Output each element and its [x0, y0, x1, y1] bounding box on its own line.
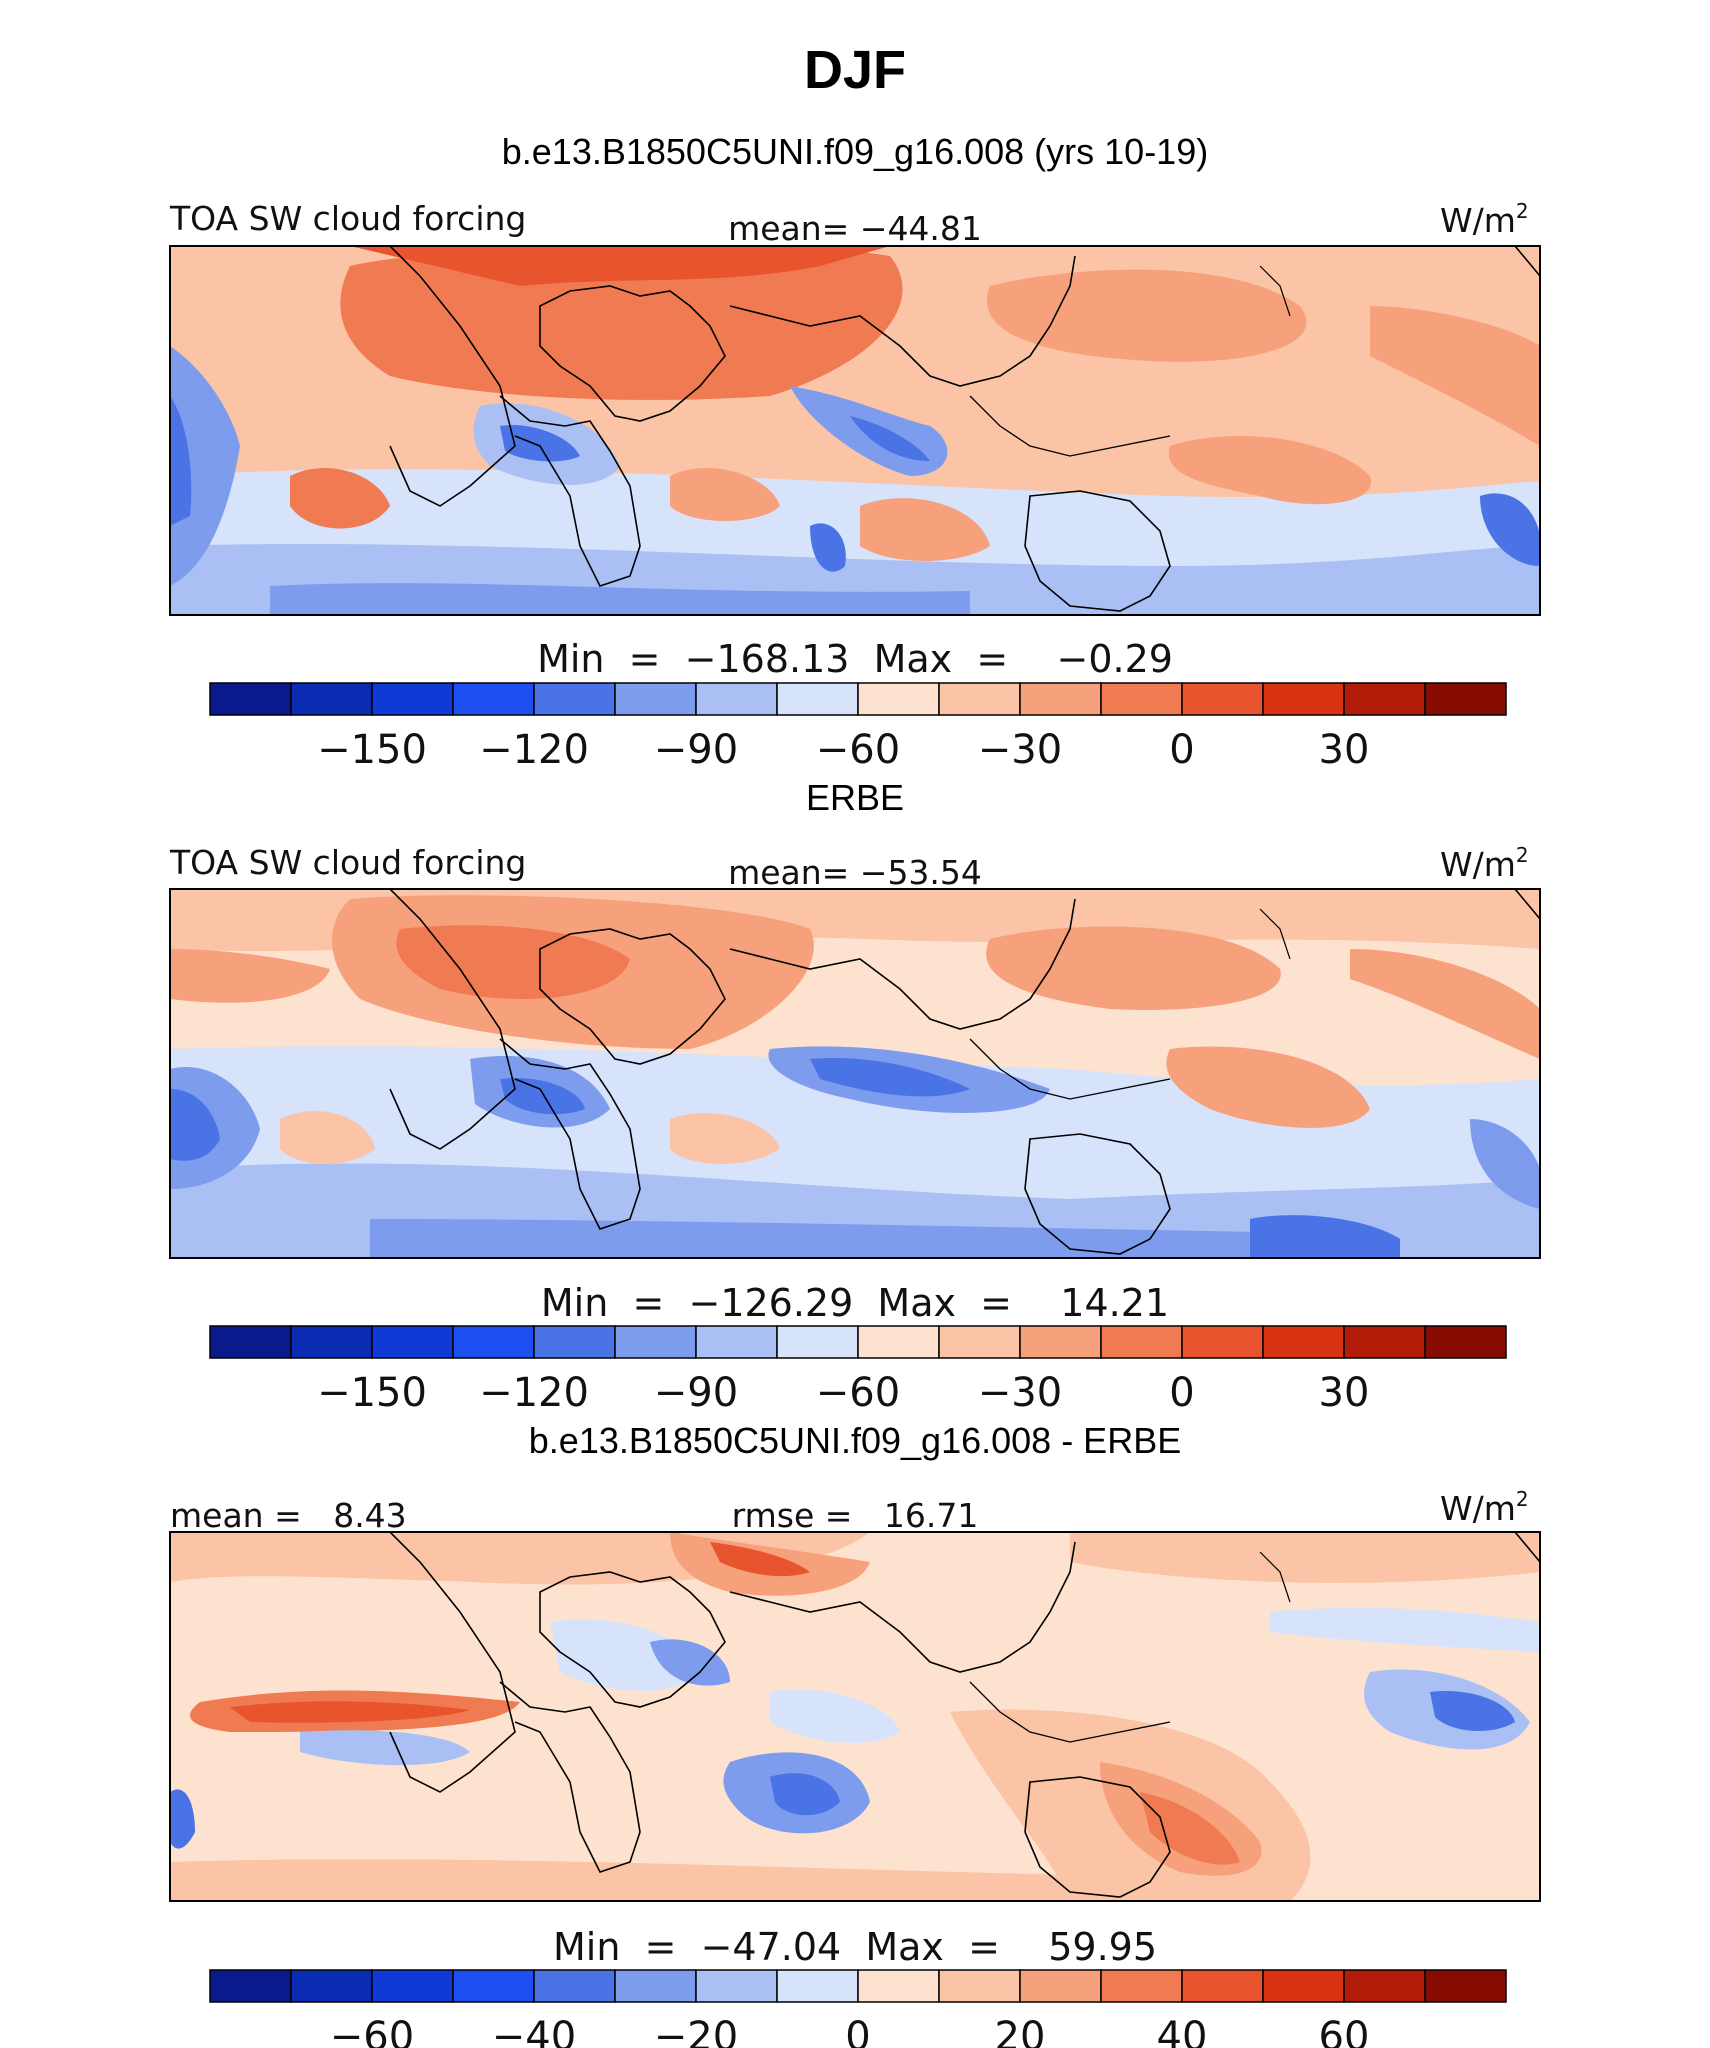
colorbar-tick-label: −120	[479, 1370, 589, 1416]
min-max-label: Min = −126.29 Max = 14.21	[541, 1281, 1169, 1325]
colorbar-tick-label: 30	[1319, 727, 1370, 773]
colorbar-box	[695, 1969, 778, 2003]
colorbar-box	[1343, 682, 1426, 716]
colorbar-box	[1019, 682, 1102, 716]
colorbar-box	[1019, 1969, 1102, 2003]
units-label: W/m2	[1440, 199, 1529, 240]
colorbar-tick-label: −120	[479, 727, 589, 773]
colorbar-box	[776, 1969, 859, 2003]
map-field	[170, 246, 1540, 615]
colorbar-tick-label: 0	[1169, 727, 1194, 773]
colorbar-tick-label: −30	[978, 727, 1062, 773]
colorbar-box	[1424, 682, 1507, 716]
colorbar-box	[452, 1969, 535, 2003]
colorbar-box	[209, 682, 292, 716]
colorbar-box	[776, 1325, 859, 1359]
colorbar-box	[1262, 682, 1345, 716]
rmse-label: rmse = 16.71	[732, 1496, 979, 1535]
colorbar-box	[533, 682, 616, 716]
variable-label: TOA SW cloud forcing	[169, 199, 526, 238]
colorbar-box	[1181, 1325, 1264, 1359]
panel-model: b.e13.B1850C5UNI.f09_g16.008 (yrs 10-19)…	[169, 131, 1541, 773]
colorbar-box	[1181, 1969, 1264, 2003]
colorbar: −150 −120 −90 −60 −30 0 30	[209, 1325, 1507, 1416]
colorbar-tick-label: −60	[816, 727, 900, 773]
colorbar-tick-label: −90	[654, 1370, 738, 1416]
min-max-label: Min = −47.04 Max = 59.95	[553, 1925, 1157, 1969]
map-field	[170, 889, 1540, 1258]
panel-title: b.e13.B1850C5UNI.f09_g16.008 - ERBE	[529, 1420, 1181, 1461]
colorbar-tick-label: −60	[330, 2014, 414, 2048]
colorbar-box	[938, 1969, 1021, 2003]
map-frame	[169, 1531, 1541, 1902]
colorbar-box	[857, 682, 940, 716]
mean-label: mean= −44.81	[728, 209, 982, 248]
units-label: W/m2	[1440, 843, 1529, 884]
colorbar-box	[614, 1969, 697, 2003]
colorbar-tick-label: −20	[654, 2014, 738, 2048]
panel-observation: ERBE TOA SW cloud forcing mean= −53.54 W…	[169, 777, 1541, 1416]
season-title: DJF	[804, 40, 906, 100]
map-frame	[169, 888, 1541, 1259]
colorbar-box	[1181, 682, 1264, 716]
colorbar-box	[533, 1969, 616, 2003]
colorbar-box	[614, 1325, 697, 1359]
map-field	[170, 1532, 1540, 1901]
colorbar-box	[1424, 1969, 1507, 2003]
colorbar-tick-label: −150	[317, 727, 427, 773]
colorbar-box	[857, 1325, 940, 1359]
colorbar-box	[857, 1969, 940, 2003]
colorbar-box	[695, 682, 778, 716]
colorbar-box	[452, 682, 535, 716]
colorbar-tick-label: −30	[978, 1370, 1062, 1416]
colorbar-box	[1424, 1325, 1507, 1359]
colorbar-box	[614, 682, 697, 716]
map-frame	[169, 245, 1541, 616]
colorbar-box	[1100, 682, 1183, 716]
colorbar-box	[290, 1969, 373, 2003]
colorbar: −60 −40 −20 0 20 40 60	[209, 1969, 1507, 2048]
colorbar-box	[371, 682, 454, 716]
colorbar-tick-label: 60	[1319, 2014, 1370, 2048]
colorbar: −150 −120 −90 −60 −30 0 30	[209, 682, 1507, 773]
colorbar-box	[1343, 1969, 1426, 2003]
panel-title: b.e13.B1850C5UNI.f09_g16.008 (yrs 10-19)	[502, 131, 1208, 172]
colorbar-box	[209, 1325, 292, 1359]
variable-label: TOA SW cloud forcing	[169, 843, 526, 882]
colorbar-tick-label: −150	[317, 1370, 427, 1416]
colorbar-tick-label: 30	[1319, 1370, 1370, 1416]
colorbar-box	[290, 1325, 373, 1359]
colorbar-tick-label: 0	[845, 2014, 870, 2048]
colorbar-box	[533, 1325, 616, 1359]
mean-label: mean= −53.54	[728, 853, 982, 892]
colorbar-box	[938, 1325, 1021, 1359]
colorbar-box	[371, 1325, 454, 1359]
colorbar-tick-label: 0	[1169, 1370, 1194, 1416]
colorbar-box	[938, 682, 1021, 716]
min-max-label: Min = −168.13 Max = −0.29	[537, 637, 1173, 681]
colorbar-box	[1019, 1325, 1102, 1359]
colorbar-tick-label: 40	[1157, 2014, 1208, 2048]
colorbar-box	[1343, 1325, 1426, 1359]
colorbar-box	[371, 1969, 454, 2003]
colorbar-box	[776, 682, 859, 716]
colorbar-box	[695, 1325, 778, 1359]
panel-difference: b.e13.B1850C5UNI.f09_g16.008 - ERBE mean…	[169, 1420, 1541, 2048]
units-label: W/m2	[1440, 1487, 1529, 1528]
colorbar-tick-label: 20	[995, 2014, 1046, 2048]
panel-title: ERBE	[806, 777, 904, 818]
colorbar-tick-label: −90	[654, 727, 738, 773]
colorbar-box	[1262, 1969, 1345, 2003]
colorbar-box	[1100, 1969, 1183, 2003]
colorbar-box	[290, 682, 373, 716]
colorbar-tick-label: −60	[816, 1370, 900, 1416]
colorbar-tick-label: −40	[492, 2014, 576, 2048]
colorbar-box	[1262, 1325, 1345, 1359]
colorbar-box	[209, 1969, 292, 2003]
colorbar-box	[452, 1325, 535, 1359]
mean-label: mean = 8.43	[170, 1496, 407, 1535]
colorbar-box	[1100, 1325, 1183, 1359]
